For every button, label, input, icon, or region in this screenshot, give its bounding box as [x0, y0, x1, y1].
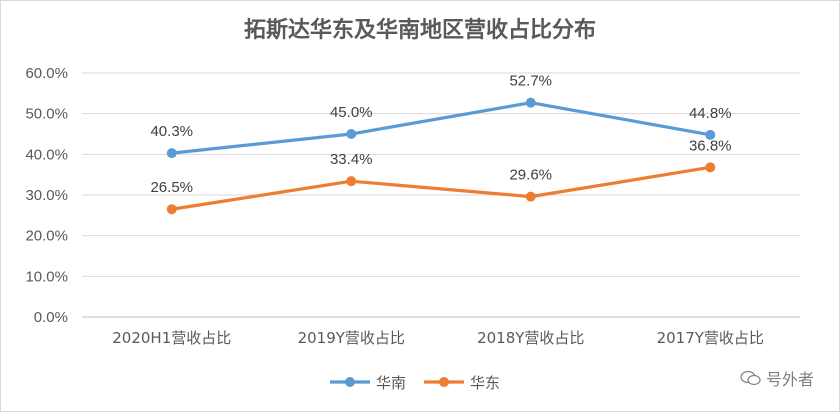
x-tick-label: 2020H1营收占比	[112, 329, 231, 347]
data-point	[705, 162, 716, 173]
data-label: 36.8%	[689, 137, 732, 154]
legend-marker	[439, 377, 449, 387]
data-point	[525, 97, 536, 108]
x-tick-label: 2018Y营收占比	[477, 329, 584, 347]
chart-title: 拓斯达华东及华南地区营收占比分布	[243, 18, 596, 43]
data-label: 45.0%	[330, 104, 373, 121]
data-label: 29.6%	[509, 167, 552, 184]
data-label: 52.7%	[509, 73, 552, 90]
data-point	[346, 129, 357, 139]
watermark-text: 号外者	[766, 370, 815, 389]
y-tick-label: 0.0%	[34, 309, 68, 326]
x-tick-label: 2017Y营收占比	[657, 329, 764, 347]
data-point	[705, 129, 716, 140]
watermark: 号外者	[740, 366, 814, 390]
legend-label: 华南	[376, 374, 406, 392]
y-tick-label: 40.0%	[25, 146, 68, 163]
y-tick-label: 50.0%	[25, 106, 68, 123]
data-label: 33.4%	[330, 151, 373, 168]
data-label: 44.8%	[689, 105, 732, 122]
y-tick-label: 60.0%	[25, 65, 68, 82]
x-tick-label: 2019Y营收占比	[298, 329, 405, 347]
data-label: 26.5%	[150, 179, 193, 196]
data-point	[346, 176, 357, 187]
legend-marker	[345, 377, 355, 387]
data-label: 40.3%	[150, 123, 193, 140]
series-line-1	[171, 165, 711, 211]
legend-label: 华东	[470, 374, 500, 392]
wechat-icon	[740, 370, 761, 386]
series-line-0	[171, 101, 711, 155]
y-tick-label: 20.0%	[25, 228, 68, 245]
y-tick-label: 30.0%	[25, 187, 68, 204]
data-point	[525, 191, 536, 202]
data-point	[166, 204, 177, 215]
y-tick-label: 10.0%	[25, 268, 68, 285]
data-point	[166, 148, 177, 159]
